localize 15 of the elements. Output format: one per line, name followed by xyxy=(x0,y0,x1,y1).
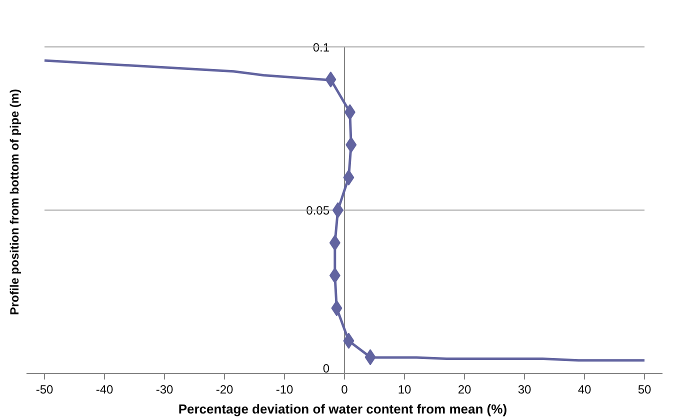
y-tick-label: 0.1 xyxy=(312,40,330,54)
y-axis-title: Profile position from bottom of pipe (m) xyxy=(8,89,22,315)
x-tick-label: 50 xyxy=(638,382,652,396)
x-tick-label: -40 xyxy=(96,382,114,396)
x-tick-label: -10 xyxy=(276,382,294,396)
x-tick-label: 0 xyxy=(341,382,348,396)
x-tick-label: 30 xyxy=(518,382,532,396)
x-tick-label: 10 xyxy=(398,382,412,396)
x-tick-label: 40 xyxy=(578,382,592,396)
x-axis-title: Percentage deviation of water content from mean (%) xyxy=(178,402,508,416)
y-tick-label: 0 xyxy=(322,362,330,376)
x-tick-label: -30 xyxy=(156,382,174,396)
x-tick-label: -50 xyxy=(36,382,54,396)
x-tick-label: -20 xyxy=(216,382,234,396)
x-tick-label: 20 xyxy=(458,382,472,396)
